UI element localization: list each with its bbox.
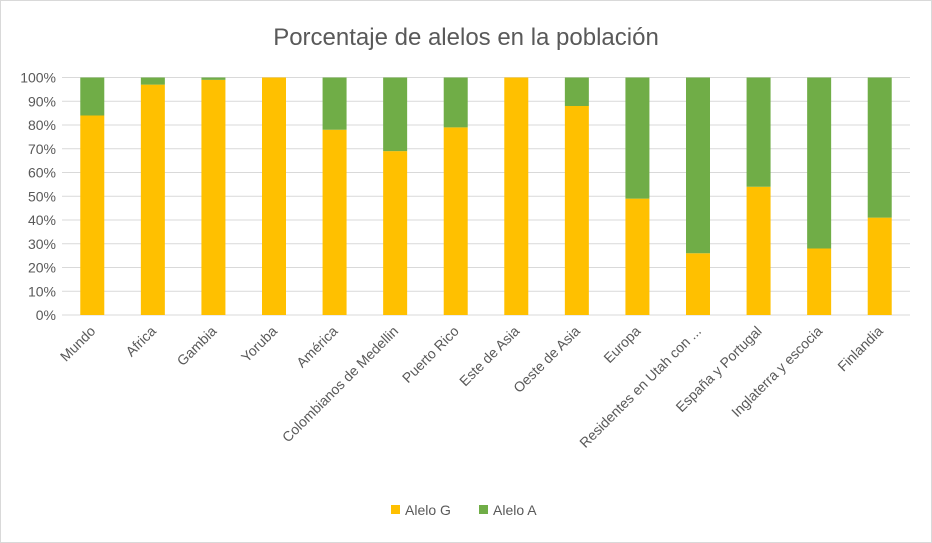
bar-alelo-a xyxy=(746,77,771,187)
bar-alelo-g xyxy=(746,186,771,315)
x-category-label: Europa xyxy=(600,323,643,366)
x-category-label: Yoruba xyxy=(238,323,280,365)
bar-alelo-a xyxy=(140,77,165,85)
bar-alelo-g xyxy=(686,253,710,315)
x-category-label: Africa xyxy=(122,323,159,360)
bar-alelo-g xyxy=(140,84,165,315)
x-category-label: Puerto Rico xyxy=(399,323,462,386)
bar-alelo-g xyxy=(80,115,105,315)
y-tick-label: 10% xyxy=(28,283,56,299)
y-tick-label: 0% xyxy=(36,307,56,323)
bar-alelo-g xyxy=(504,77,529,315)
bar-alelo-a xyxy=(564,77,589,106)
y-tick-label: 60% xyxy=(28,165,56,181)
y-tick-label: 40% xyxy=(28,212,56,228)
legend-swatch xyxy=(391,505,400,514)
legend-label: Alelo A xyxy=(493,502,537,518)
y-tick-label: 90% xyxy=(28,93,56,109)
bar-alelo-g xyxy=(443,127,468,315)
bar-alelo-a xyxy=(867,77,892,218)
x-category-label: América xyxy=(293,323,341,371)
bar-alelo-g xyxy=(867,217,892,315)
y-tick-label: 80% xyxy=(28,117,56,133)
y-tick-label: 50% xyxy=(28,188,56,204)
x-category-label: Residentes en Utah con ... xyxy=(576,323,704,451)
chart-title: Porcentaje de alelos en la población xyxy=(273,24,659,51)
bar-alelo-g xyxy=(262,77,286,315)
bar-alelo-g xyxy=(322,129,347,315)
bar-alelo-a xyxy=(383,77,408,152)
y-tick-label: 100% xyxy=(20,70,56,86)
y-tick-label: 30% xyxy=(28,236,56,252)
bar-alelo-g xyxy=(807,248,832,315)
bar-alelo-a xyxy=(443,77,468,128)
bar-alelo-g xyxy=(201,79,226,315)
y-tick-label: 20% xyxy=(28,260,56,276)
legend-swatch xyxy=(479,505,488,514)
bar-alelo-a xyxy=(322,77,347,130)
x-category-label: Colombianos de Medellin xyxy=(279,323,401,445)
bar-alelo-a xyxy=(807,77,832,249)
x-category-label: Gambia xyxy=(174,323,220,369)
x-category-label: Mundo xyxy=(57,323,99,365)
bar-alelo-a xyxy=(686,77,710,254)
bar-alelo-a xyxy=(625,77,650,199)
bar-alelo-g xyxy=(625,198,650,315)
bar-alelo-g xyxy=(564,106,589,315)
bar-alelo-g xyxy=(383,151,408,315)
y-tick-label: 70% xyxy=(28,141,56,157)
bar-alelo-a xyxy=(201,77,226,80)
x-category-label: Este de Asia xyxy=(456,323,522,389)
bar-alelo-a xyxy=(80,77,105,116)
x-category-label: Finlandia xyxy=(834,323,886,375)
legend-label: Alelo G xyxy=(405,502,451,518)
